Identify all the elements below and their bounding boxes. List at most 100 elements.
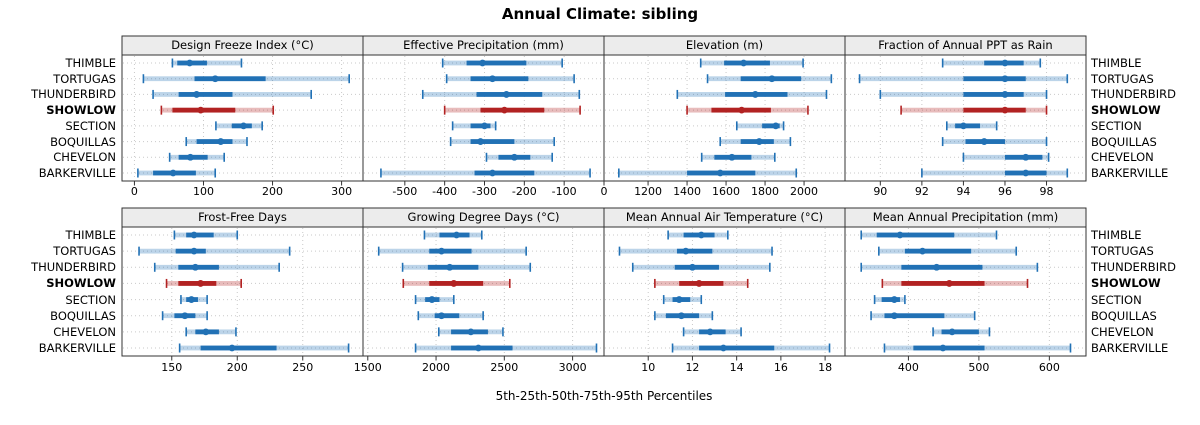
median-dot-showlow bbox=[695, 280, 703, 287]
row-label-right-chevelon: CHEVELON bbox=[1091, 150, 1154, 165]
row-label-right-boquillas: BOQUILLAS bbox=[1091, 134, 1157, 149]
x-tick-label: 250 bbox=[292, 361, 314, 374]
row-label-left-showlow: SHOWLOW bbox=[46, 276, 116, 291]
iqr-band-25-75-boquillas bbox=[434, 313, 460, 319]
median-dot-thimble bbox=[1001, 59, 1009, 67]
x-tick-label: 500 bbox=[968, 361, 990, 374]
median-dot-section bbox=[772, 122, 780, 130]
panel-border bbox=[362, 226, 605, 357]
x-tick-label: 2500 bbox=[490, 361, 519, 374]
row-label-left-thunderbird: THUNDERBIRD bbox=[31, 260, 116, 275]
row-label-left-chevelon: CHEVELON bbox=[53, 150, 116, 165]
median-dot-tortugas bbox=[919, 247, 926, 255]
median-dot-thunderbird bbox=[193, 91, 200, 98]
iqr-band-25-75-barkerville bbox=[474, 170, 535, 176]
iqr-band-25-75-thunderbird bbox=[901, 264, 983, 270]
iqr-band-25-75-barkerville bbox=[451, 345, 513, 351]
row-label-right-tortugas: TORTUGAS bbox=[1091, 244, 1154, 259]
median-dot-thimble bbox=[453, 231, 460, 239]
iqr-band-25-75-thimble bbox=[186, 232, 214, 238]
panel-border bbox=[121, 226, 364, 357]
median-dot-thimble bbox=[896, 231, 904, 239]
row-label-right-tortugas: TORTUGAS bbox=[1091, 71, 1154, 86]
median-dot-barkerville bbox=[1022, 169, 1030, 177]
median-dot-chevelon bbox=[1022, 153, 1030, 161]
x-tick-label: 1800 bbox=[751, 185, 780, 198]
x-tick-label: 100 bbox=[192, 185, 214, 198]
iqr-band-25-75-barkerville bbox=[200, 345, 277, 351]
median-dot-thunderbird bbox=[933, 263, 941, 271]
iqr-band-25-75-thimble bbox=[876, 232, 955, 238]
row-label-right-thunderbird: THUNDERBIRD bbox=[1091, 260, 1176, 275]
iqr-band-25-75-thunderbird bbox=[674, 264, 719, 270]
row-label-right-thimble: THIMBLE bbox=[1091, 56, 1142, 70]
median-dot-boquillas bbox=[677, 312, 685, 320]
median-dot-section bbox=[890, 296, 898, 303]
panel-fraction-of-annual-ppt-as-rain bbox=[844, 35, 1087, 186]
row-label-right-chevelon: CHEVELON bbox=[1091, 324, 1154, 339]
x-tick-label: 16 bbox=[773, 361, 788, 374]
range-band-5-95-section bbox=[736, 123, 784, 129]
x-tick-label: 94 bbox=[956, 185, 971, 198]
x-tick-label: 0 bbox=[600, 185, 608, 198]
iqr-band-25-75-tortugas bbox=[963, 76, 1026, 82]
median-dot-boquillas bbox=[477, 138, 484, 145]
iqr-band-25-75-boquillas bbox=[884, 313, 945, 319]
median-dot-chevelon bbox=[510, 153, 518, 161]
row-label-left-barkerville: BARKERVILLE bbox=[38, 166, 116, 180]
iqr-band-25-75-showlow bbox=[901, 281, 985, 286]
x-tick-label: -500 bbox=[392, 185, 418, 198]
row-label-right-showlow: SHOWLOW bbox=[1091, 103, 1161, 118]
row-label-left-showlow: SHOWLOW bbox=[46, 103, 116, 118]
row-label-left-barkerville: BARKERVILLE bbox=[38, 341, 116, 355]
iqr-band-25-75-section bbox=[470, 123, 491, 129]
median-dot-showlow bbox=[738, 106, 746, 114]
x-tick-label: 200 bbox=[262, 185, 284, 198]
range-band-5-95-barkerville bbox=[921, 170, 1068, 176]
median-dot-showlow bbox=[450, 280, 458, 287]
median-dot-showlow bbox=[1001, 106, 1009, 114]
panel-title-mean-annual-air-temperature: Mean Annual Air Temperature (°C) bbox=[625, 210, 824, 224]
median-dot-thimble bbox=[190, 231, 198, 239]
median-dot-thunderbird bbox=[191, 263, 199, 271]
figure-title: Annual Climate: sibling bbox=[501, 5, 699, 23]
x-tick-label: 2000 bbox=[422, 361, 451, 374]
median-dot-thunderbird bbox=[446, 263, 454, 271]
panel-title-frost-free-days: Frost-Free Days bbox=[198, 210, 287, 224]
row-label-left-boquillas: BOQUILLAS bbox=[50, 134, 116, 149]
median-dot-barkerville bbox=[716, 169, 724, 177]
row-label-left-thimble: THIMBLE bbox=[65, 56, 116, 70]
x-tick-label: 1600 bbox=[712, 185, 741, 198]
median-dot-barkerville bbox=[228, 344, 236, 352]
median-dot-section bbox=[428, 296, 436, 303]
iqr-band-25-75-tortugas bbox=[470, 76, 529, 82]
iqr-band-25-75-boquillas bbox=[196, 139, 233, 144]
median-dot-boquillas bbox=[181, 312, 189, 320]
row-label-left-thunderbird: THUNDERBIRD bbox=[31, 87, 116, 102]
x-tick-label: -200 bbox=[511, 185, 537, 198]
median-dot-barkerville bbox=[719, 344, 727, 352]
median-dot-boquillas bbox=[438, 312, 445, 320]
median-dot-thunderbird bbox=[751, 91, 759, 98]
panel-border bbox=[844, 54, 1087, 182]
iqr-band-25-75-tortugas bbox=[676, 248, 713, 254]
row-label-right-section: SECTION bbox=[1091, 292, 1142, 307]
x-tick-label: 10 bbox=[641, 361, 656, 374]
x-tick-label: 400 bbox=[897, 361, 919, 374]
median-dot-thimble bbox=[740, 59, 748, 67]
median-dot-showlow bbox=[945, 280, 953, 287]
median-dot-showlow bbox=[197, 106, 205, 114]
panel-border bbox=[603, 226, 846, 357]
median-dot-section bbox=[481, 122, 488, 130]
x-tick-label: 1400 bbox=[673, 185, 702, 198]
panel-design-freeze-index-c bbox=[121, 35, 364, 186]
median-dot-tortugas bbox=[489, 75, 496, 83]
panel-effective-precipitation-mm bbox=[362, 35, 605, 186]
row-label-left-tortugas: TORTUGAS bbox=[53, 244, 116, 259]
median-dot-chevelon bbox=[728, 153, 736, 161]
median-dot-thimble bbox=[697, 231, 705, 239]
x-tick-label: 2000 bbox=[790, 185, 819, 198]
median-dot-chevelon bbox=[467, 328, 475, 336]
row-label-left-boquillas: BOQUILLAS bbox=[50, 308, 116, 323]
x-tick-label: -300 bbox=[472, 185, 497, 198]
